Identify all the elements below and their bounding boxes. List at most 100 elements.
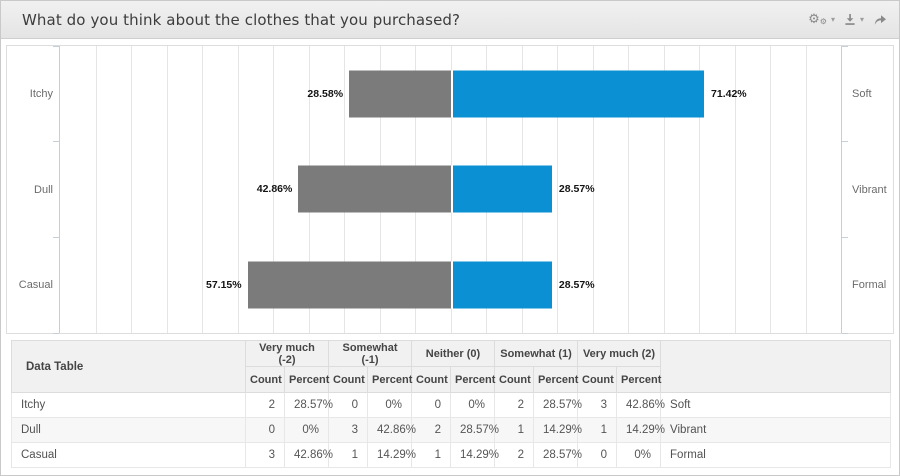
- table-header-row-groups: Data Table Very much (-2) Somewhat (-1) Nei…: [11, 340, 891, 393]
- chart-row-band: 57.15% 28.57%: [60, 237, 841, 333]
- negative-bar: [247, 261, 451, 309]
- positive-bar: [450, 261, 552, 309]
- title-bar: What do you think about the clothes that…: [1, 1, 899, 39]
- negative-percent-label: 42.86%: [256, 183, 293, 196]
- table-row: Casual 3 42.86% 1 14.29% 1 14.29% 2 28.57% 0 0% For…: [11, 442, 891, 468]
- percent-cell: 42.86%: [367, 417, 416, 443]
- count-cell: 0: [245, 417, 285, 443]
- count-cell: 3: [328, 417, 368, 443]
- gridline: [202, 46, 203, 333]
- count-cell: 2: [245, 392, 285, 418]
- caret-down-icon: ▾: [830, 14, 835, 24]
- category-right-label: Vibrant: [852, 183, 887, 196]
- share-icon: [874, 14, 886, 25]
- count-cell: 0: [577, 442, 618, 468]
- chart-row-band: 42.86% 28.57%: [60, 142, 841, 238]
- category-left-label: Dull: [34, 183, 53, 196]
- positive-percent-label: 71.42%: [711, 87, 747, 100]
- count-cell: 0: [328, 392, 368, 418]
- percent-header: Percent: [367, 366, 412, 393]
- page-title: What do you think about the clothes that…: [22, 10, 461, 29]
- percent-cell: 28.57%: [450, 417, 499, 443]
- positive-percent-label: 28.57%: [558, 279, 595, 292]
- chart-row-band: 28.58% 71.42%: [60, 46, 841, 142]
- axis-tick: [53, 45, 59, 47]
- table-header: Data Table Very much (-2) Somewhat (-1) Nei…: [11, 340, 891, 393]
- row-right-label-cell: Formal: [660, 442, 891, 468]
- percent-cell: 0%: [367, 392, 412, 418]
- percent-cell: 14.29%: [367, 442, 416, 468]
- count-cell: 1: [411, 442, 451, 468]
- row-right-label-cell: Soft: [660, 392, 891, 418]
- negative-percent-label: 57.15%: [206, 279, 242, 292]
- percent-header: Percent: [616, 366, 661, 393]
- gridline: [592, 46, 594, 333]
- gridline: [95, 46, 97, 333]
- settings-button[interactable]: ⚙ ⚙ ▾: [808, 13, 835, 26]
- positive-bar: [450, 70, 705, 118]
- gridline: [770, 46, 771, 333]
- positive-bar: [450, 165, 552, 213]
- count-header: Count: [245, 366, 285, 393]
- download-button[interactable]: ▾: [844, 13, 864, 26]
- gridline: [273, 46, 274, 333]
- caret-down-icon: ▾: [859, 14, 864, 24]
- toolbar: ⚙ ⚙ ▾ ▾: [808, 13, 887, 26]
- row-label-cell: Casual: [11, 442, 246, 468]
- gridline: [166, 46, 168, 333]
- count-cell: 2: [411, 417, 451, 443]
- axis-tick: [53, 141, 59, 143]
- table-corner-header: Data Table: [11, 340, 246, 393]
- gridline: [237, 46, 239, 333]
- percent-header: Percent: [284, 366, 329, 393]
- table-row: Dull 0 0% 3 42.86% 2 28.57% 1 14.29% 1 14.29% Vibra…: [11, 417, 891, 443]
- percent-cell: 42.86%: [284, 442, 333, 468]
- category-right-label: Formal: [852, 279, 887, 292]
- gridline: [557, 46, 558, 333]
- percent-cell: 0%: [450, 392, 495, 418]
- table-body: Itchy 2 28.57% 0 0% 0 0% 2 28.57% 3 42.86% Soft Dull…: [11, 392, 891, 468]
- share-button[interactable]: [873, 14, 887, 26]
- percent-header: Percent: [450, 366, 495, 393]
- gridline: [663, 46, 665, 333]
- category-left-label: Casual: [18, 279, 53, 292]
- table-row: Itchy 2 28.57% 0 0% 0 0% 2 28.57% 3 42.86% Soft: [11, 392, 891, 418]
- negative-bar: [349, 70, 451, 118]
- count-cell: 1: [328, 442, 368, 468]
- percent-cell: 28.57%: [532, 392, 582, 418]
- count-header: Count: [328, 366, 368, 393]
- negative-bar: [298, 165, 451, 213]
- group-header: Somewhat (1): [493, 340, 579, 367]
- percent-cell: 14.29%: [616, 417, 665, 443]
- group-header: Somewhat (-1): [328, 340, 412, 367]
- group-header: Very much (2): [577, 340, 662, 367]
- row-label-cell: Dull: [11, 417, 246, 443]
- percent-cell: 14.29%: [450, 442, 499, 468]
- gridline: [805, 46, 807, 333]
- positive-percent-label: 28.57%: [558, 183, 595, 196]
- left-category-labels: Itchy Dull Casual: [7, 46, 59, 333]
- count-cell: 0: [411, 392, 451, 418]
- count-cell: 3: [245, 442, 285, 468]
- percent-cell: 28.57%: [532, 442, 582, 468]
- gear-icon: ⚙: [808, 12, 820, 27]
- gear-small-icon: ⚙: [819, 17, 827, 26]
- plot-area: 28.58% 71.42% 42.86% 28.57% 57.15% 28.57…: [53, 45, 848, 334]
- percent-cell: 0%: [284, 417, 329, 443]
- axis-tick: [842, 332, 848, 334]
- percent-cell: 0%: [616, 442, 662, 468]
- gridline: [628, 46, 629, 333]
- count-header: Count: [494, 366, 534, 393]
- data-table: Data Table Very much (-2) Somewhat (-1) Nei…: [11, 340, 891, 468]
- count-cell: 2: [494, 442, 534, 468]
- chart-bands: 28.58% 71.42% 42.86% 28.57% 57.15% 28.57…: [60, 46, 841, 333]
- gridline: [734, 46, 736, 333]
- count-header: Count: [411, 366, 451, 393]
- right-label-header: [660, 340, 891, 393]
- row-right-label-cell: Vibrant: [660, 417, 891, 443]
- download-icon: [845, 14, 855, 25]
- count-header: Count: [577, 366, 618, 393]
- axis-tick: [842, 141, 848, 143]
- percent-cell: 28.57%: [284, 392, 333, 418]
